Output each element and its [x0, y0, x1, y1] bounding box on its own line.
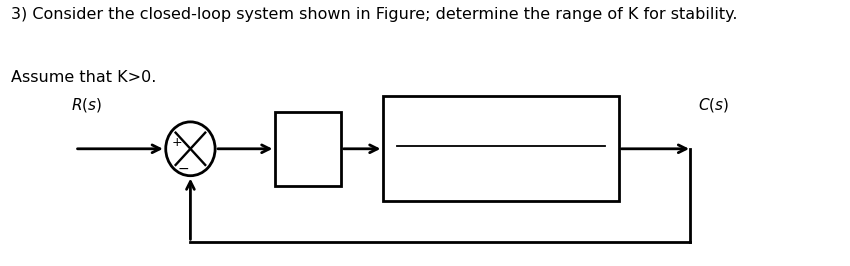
Text: Assume that K>0.: Assume that K>0.	[11, 70, 156, 85]
Bar	[275, 112, 341, 186]
Text: $s - 2$: $s - 2$	[484, 118, 518, 134]
Text: −: −	[177, 162, 189, 176]
Text: $K$: $K$	[301, 140, 315, 158]
Bar	[383, 96, 619, 201]
Text: $(s + 1)(s^2 + 6s + 25)$: $(s + 1)(s^2 + 6s + 25)$	[432, 161, 570, 181]
Text: $C(s)$: $C(s)$	[698, 96, 729, 114]
Text: 3) Consider the closed-loop system shown in Figure; determine the range of K for: 3) Consider the closed-loop system shown…	[11, 7, 737, 22]
Text: $R(s)$: $R(s)$	[71, 96, 102, 114]
Text: +: +	[171, 136, 182, 149]
